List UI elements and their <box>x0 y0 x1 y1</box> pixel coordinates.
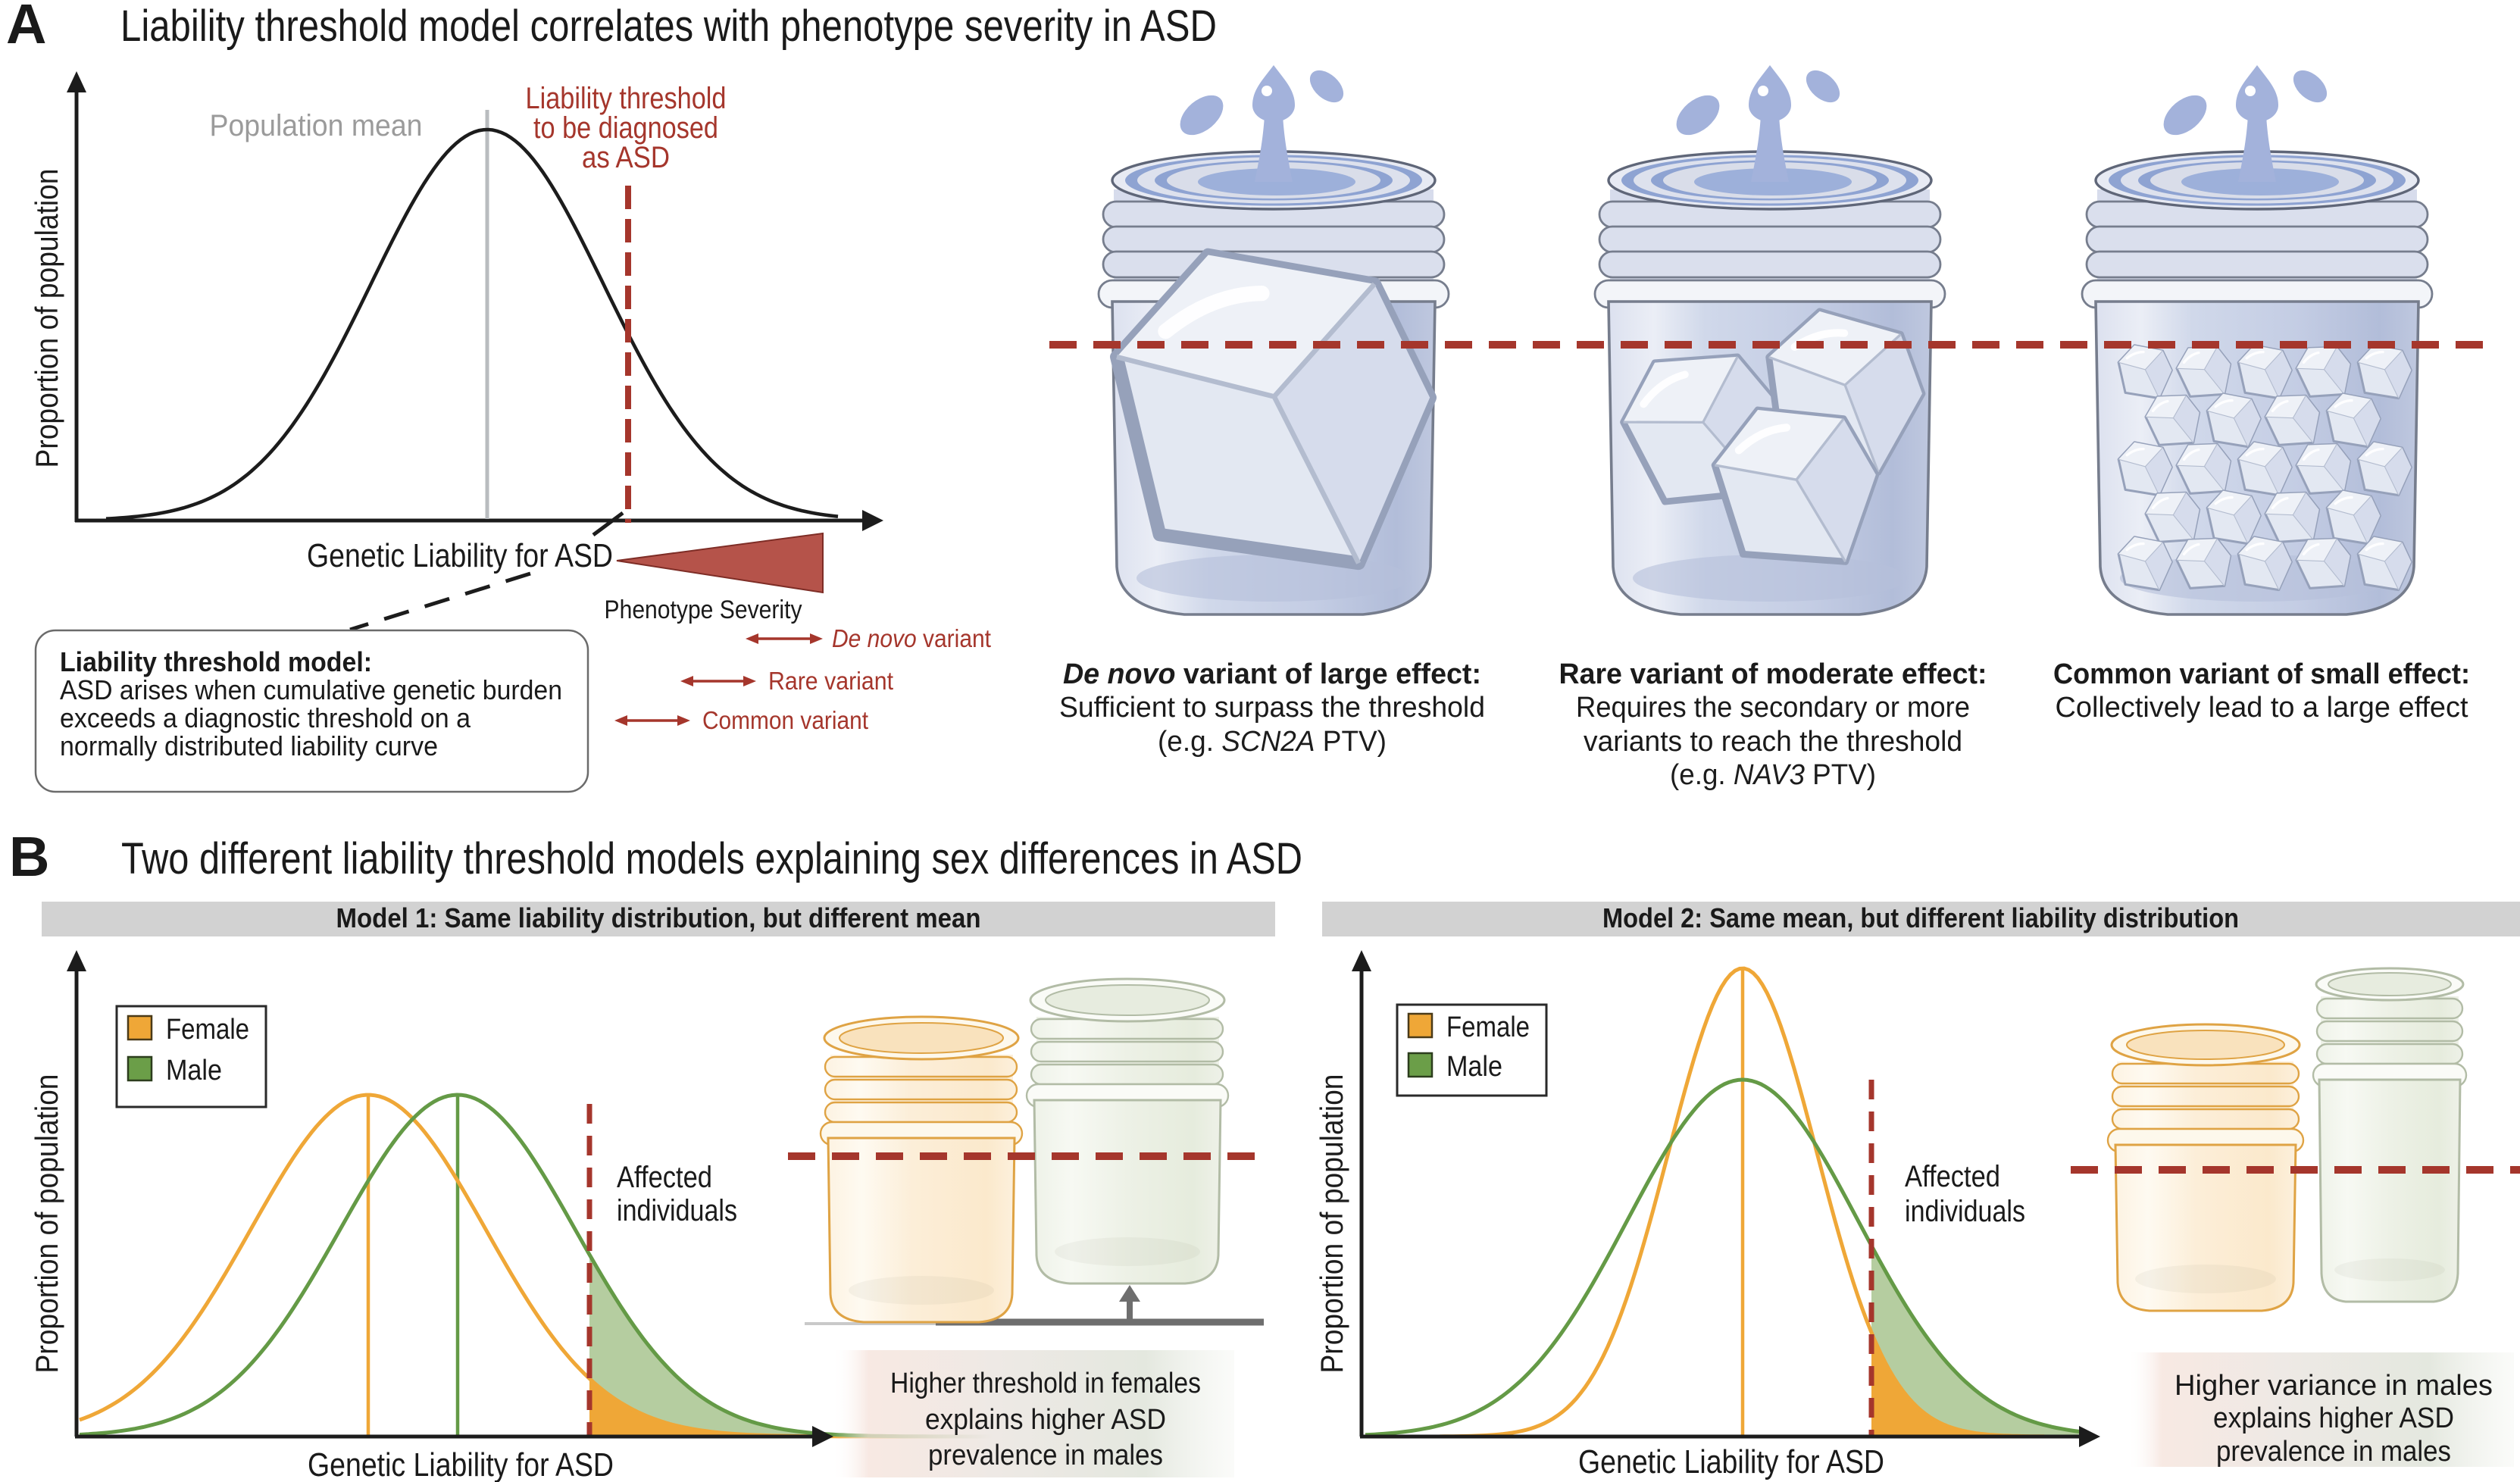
svg-text:Proportion of population: Proportion of population <box>29 1074 64 1374</box>
svg-text:prevalence in males: prevalence in males <box>928 1440 1163 1471</box>
svg-text:Female: Female <box>1446 1011 1530 1043</box>
svg-text:De novo variant: De novo variant <box>832 624 991 652</box>
svg-text:B: B <box>9 825 49 888</box>
svg-text:Common variant of small effect: Common variant of small effect: <box>2053 658 2470 690</box>
svg-text:Liability threshold model corr: Liability threshold model correlates wit… <box>120 2 1217 51</box>
svg-text:Requires the secondary or more: Requires the secondary or more <box>1576 692 1970 724</box>
svg-text:Genetic Liability for ASD: Genetic Liability for ASD <box>307 537 613 574</box>
svg-text:Female: Female <box>166 1014 249 1046</box>
svg-text:Affected: Affected <box>617 1161 712 1194</box>
svg-text:explains higher ASD: explains higher ASD <box>2213 1402 2454 1434</box>
svg-text:Affected: Affected <box>1905 1160 2000 1193</box>
svg-text:as ASD: as ASD <box>582 141 670 174</box>
svg-text:Two different liability thresh: Two different liability threshold models… <box>121 834 1302 883</box>
svg-text:Rare variant: Rare variant <box>768 667 893 695</box>
svg-text:normally distributed liability: normally distributed liability curve <box>60 730 438 761</box>
svg-text:Male: Male <box>166 1055 222 1086</box>
svg-text:A: A <box>6 0 46 55</box>
svg-text:Liability threshold model:: Liability threshold model: <box>60 646 372 677</box>
svg-text:Liability threshold: Liability threshold <box>526 82 727 115</box>
svg-text:prevalence in males: prevalence in males <box>2216 1436 2451 1468</box>
svg-text:exceeds a diagnostic threshold: exceeds a diagnostic threshold on a <box>60 702 471 733</box>
svg-text:Higher threshold in females: Higher threshold in females <box>890 1368 1201 1399</box>
svg-text:Proportion of population: Proportion of population <box>1314 1074 1349 1374</box>
svg-text:Population mean: Population mean <box>210 109 423 142</box>
svg-text:explains higher ASD: explains higher ASD <box>925 1404 1166 1436</box>
svg-text:to be diagnosed: to be diagnosed <box>533 111 718 145</box>
svg-text:Common variant: Common variant <box>702 706 868 734</box>
svg-text:individuals: individuals <box>1905 1195 2025 1228</box>
svg-text:Collectively lead to a large e: Collectively lead to a large effect <box>2056 692 2468 724</box>
svg-text:Male: Male <box>1446 1051 1502 1083</box>
svg-text:individuals: individuals <box>617 1194 737 1227</box>
svg-text:Genetic Liability for ASD: Genetic Liability for ASD <box>1578 1443 1884 1480</box>
svg-text:Model 1: Same liability distri: Model 1: Same liability distribution, bu… <box>336 902 981 933</box>
svg-text:ASD arises when cumulative gen: ASD arises when cumulative genetic burde… <box>60 674 562 705</box>
svg-text:(e.g. NAV3 PTV): (e.g. NAV3 PTV) <box>1670 759 1876 791</box>
svg-text:Sufficient to surpass the thre: Sufficient to surpass the threshold <box>1059 692 1485 724</box>
svg-text:Phenotype Severity: Phenotype Severity <box>605 596 802 624</box>
svg-text:Proportion of population: Proportion of population <box>29 169 64 468</box>
svg-text:Model 2: Same mean, but differ: Model 2: Same mean, but different liabil… <box>1602 902 2239 933</box>
svg-text:(e.g. SCN2A PTV): (e.g. SCN2A PTV) <box>1158 726 1387 758</box>
svg-text:Higher variance in males: Higher variance in males <box>2175 1370 2493 1402</box>
svg-text:variants to reach the threshol: variants to reach the threshold <box>1584 726 1962 758</box>
svg-text:De novo variant of large effec: De novo variant of large effect: <box>1063 658 1481 690</box>
svg-text:Rare variant of moderate effec: Rare variant of moderate effect: <box>1559 658 1987 690</box>
svg-text:Genetic Liability for ASD: Genetic Liability for ASD <box>308 1446 614 1482</box>
